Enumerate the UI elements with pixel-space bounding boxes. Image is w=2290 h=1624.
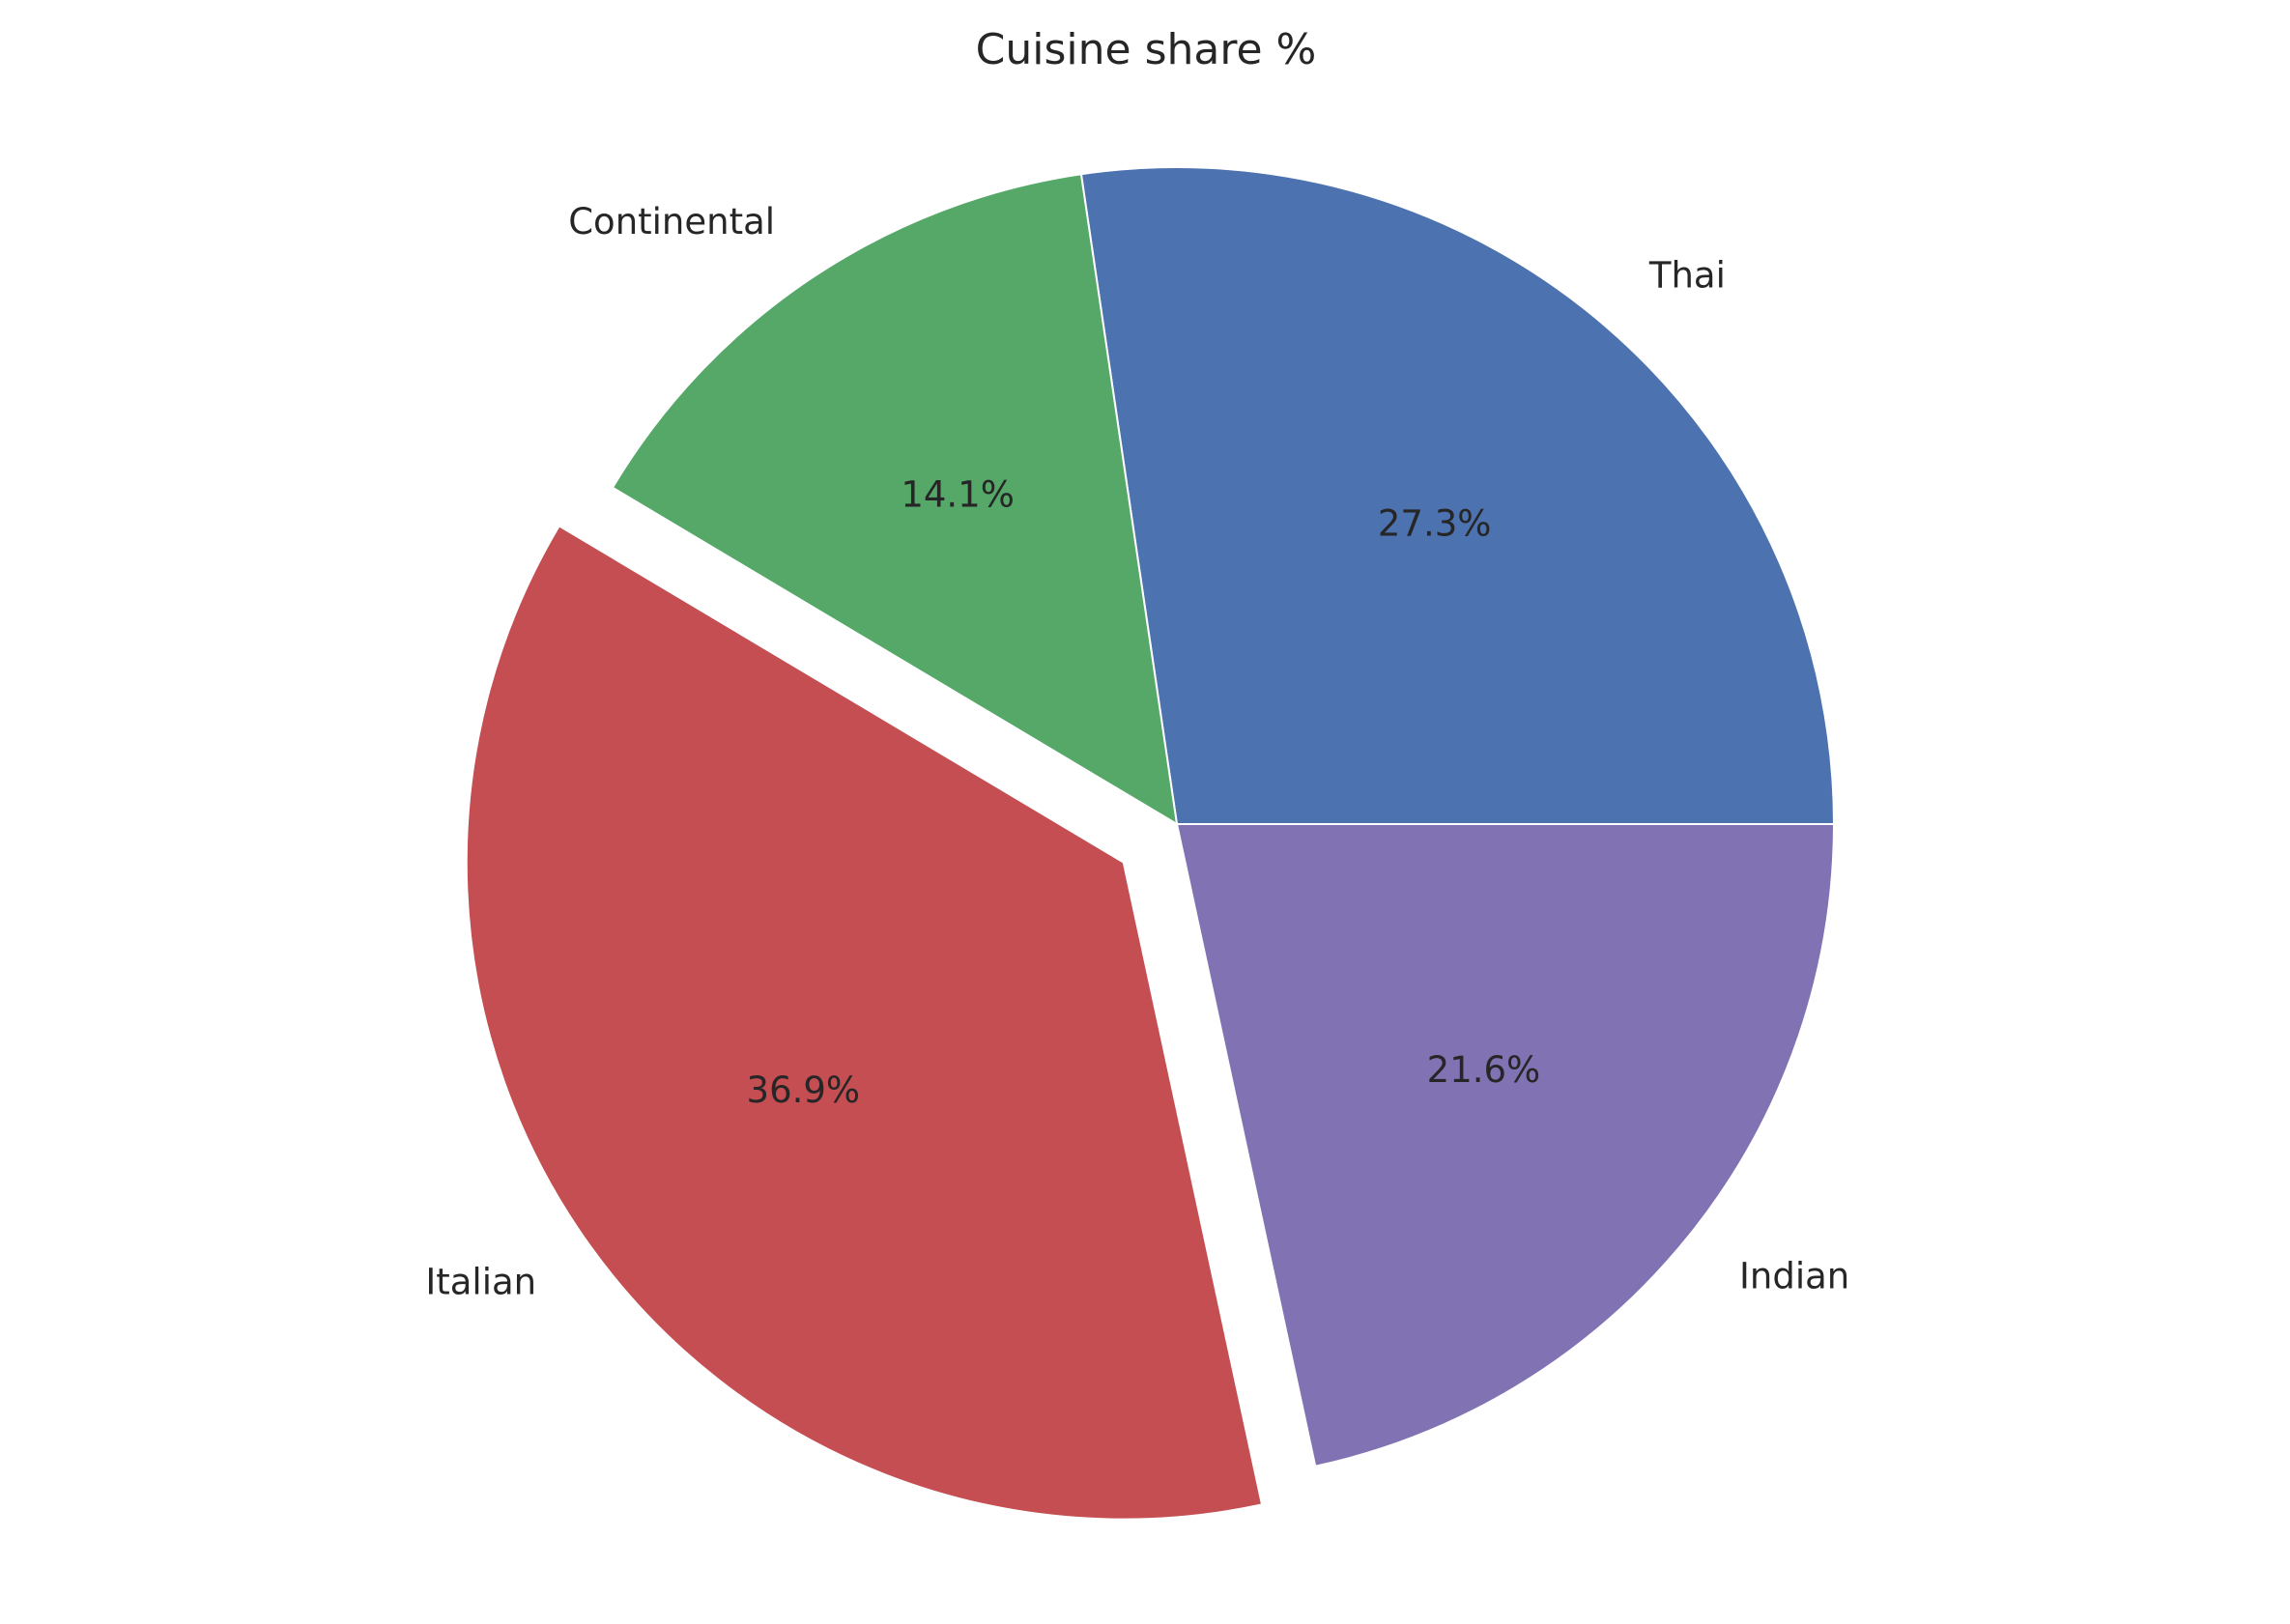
- slice-label-italian: Italian: [425, 1261, 536, 1302]
- pct-label-indian: 21.6%: [1427, 1049, 1541, 1091]
- pie-slices: [465, 166, 1836, 1521]
- slice-label-continental: Continental: [568, 201, 775, 242]
- pie-slice-thai: [1079, 166, 1836, 825]
- pct-label-thai: 27.3%: [1378, 503, 1492, 545]
- pie-slice-indian: [1175, 823, 1836, 1467]
- slice-label-indian: Indian: [1739, 1255, 1849, 1296]
- pct-label-italian: 36.9%: [747, 1069, 861, 1111]
- chart-title: Cuisine share %: [976, 25, 1317, 74]
- pct-label-continental: 14.1%: [901, 473, 1015, 515]
- pie-labels: Thai 27.3% Continental 14.1% Italian 36.9% Ind…: [425, 201, 1849, 1303]
- pie-slice-continental: [611, 173, 1179, 826]
- slice-label-thai: Thai: [1648, 254, 1726, 296]
- pie-slice-italian: [465, 524, 1264, 1521]
